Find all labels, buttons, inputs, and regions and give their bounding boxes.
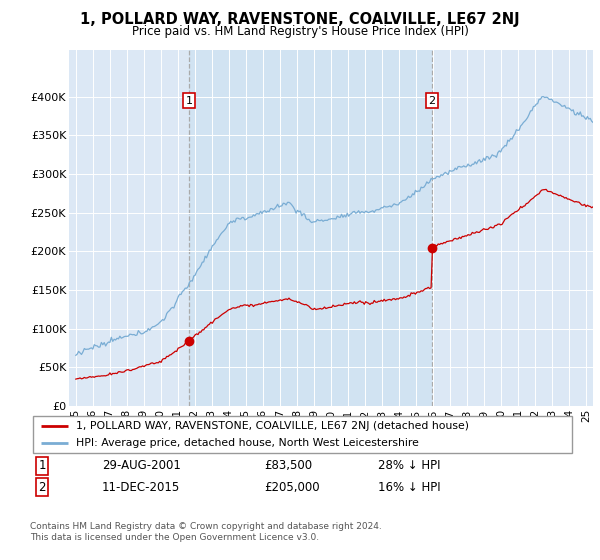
Bar (189, 50, 432, 406)
Text: 29-AUG-2001: 29-AUG-2001 (102, 459, 181, 473)
Text: £205,000: £205,000 (264, 480, 320, 494)
Text: 1, POLLARD WAY, RAVENSTONE, COALVILLE, LE67 2NJ: 1, POLLARD WAY, RAVENSTONE, COALVILLE, L… (80, 12, 520, 27)
Text: Contains HM Land Registry data © Crown copyright and database right 2024.: Contains HM Land Registry data © Crown c… (30, 522, 382, 531)
Text: 28% ↓ HPI: 28% ↓ HPI (378, 459, 440, 473)
Text: 2: 2 (428, 96, 436, 106)
Text: HPI: Average price, detached house, North West Leicestershire: HPI: Average price, detached house, Nort… (76, 438, 419, 449)
Text: 1, POLLARD WAY, RAVENSTONE, COALVILLE, LE67 2NJ (detached house): 1, POLLARD WAY, RAVENSTONE, COALVILLE, L… (76, 421, 469, 431)
Text: 2: 2 (38, 480, 46, 494)
Text: 1: 1 (185, 96, 193, 106)
Text: Price paid vs. HM Land Registry's House Price Index (HPI): Price paid vs. HM Land Registry's House … (131, 25, 469, 38)
Text: 16% ↓ HPI: 16% ↓ HPI (378, 480, 440, 494)
Text: 1: 1 (38, 459, 46, 473)
Text: £83,500: £83,500 (264, 459, 312, 473)
FancyBboxPatch shape (33, 416, 572, 453)
Text: This data is licensed under the Open Government Licence v3.0.: This data is licensed under the Open Gov… (30, 533, 319, 542)
Text: 11-DEC-2015: 11-DEC-2015 (102, 480, 180, 494)
